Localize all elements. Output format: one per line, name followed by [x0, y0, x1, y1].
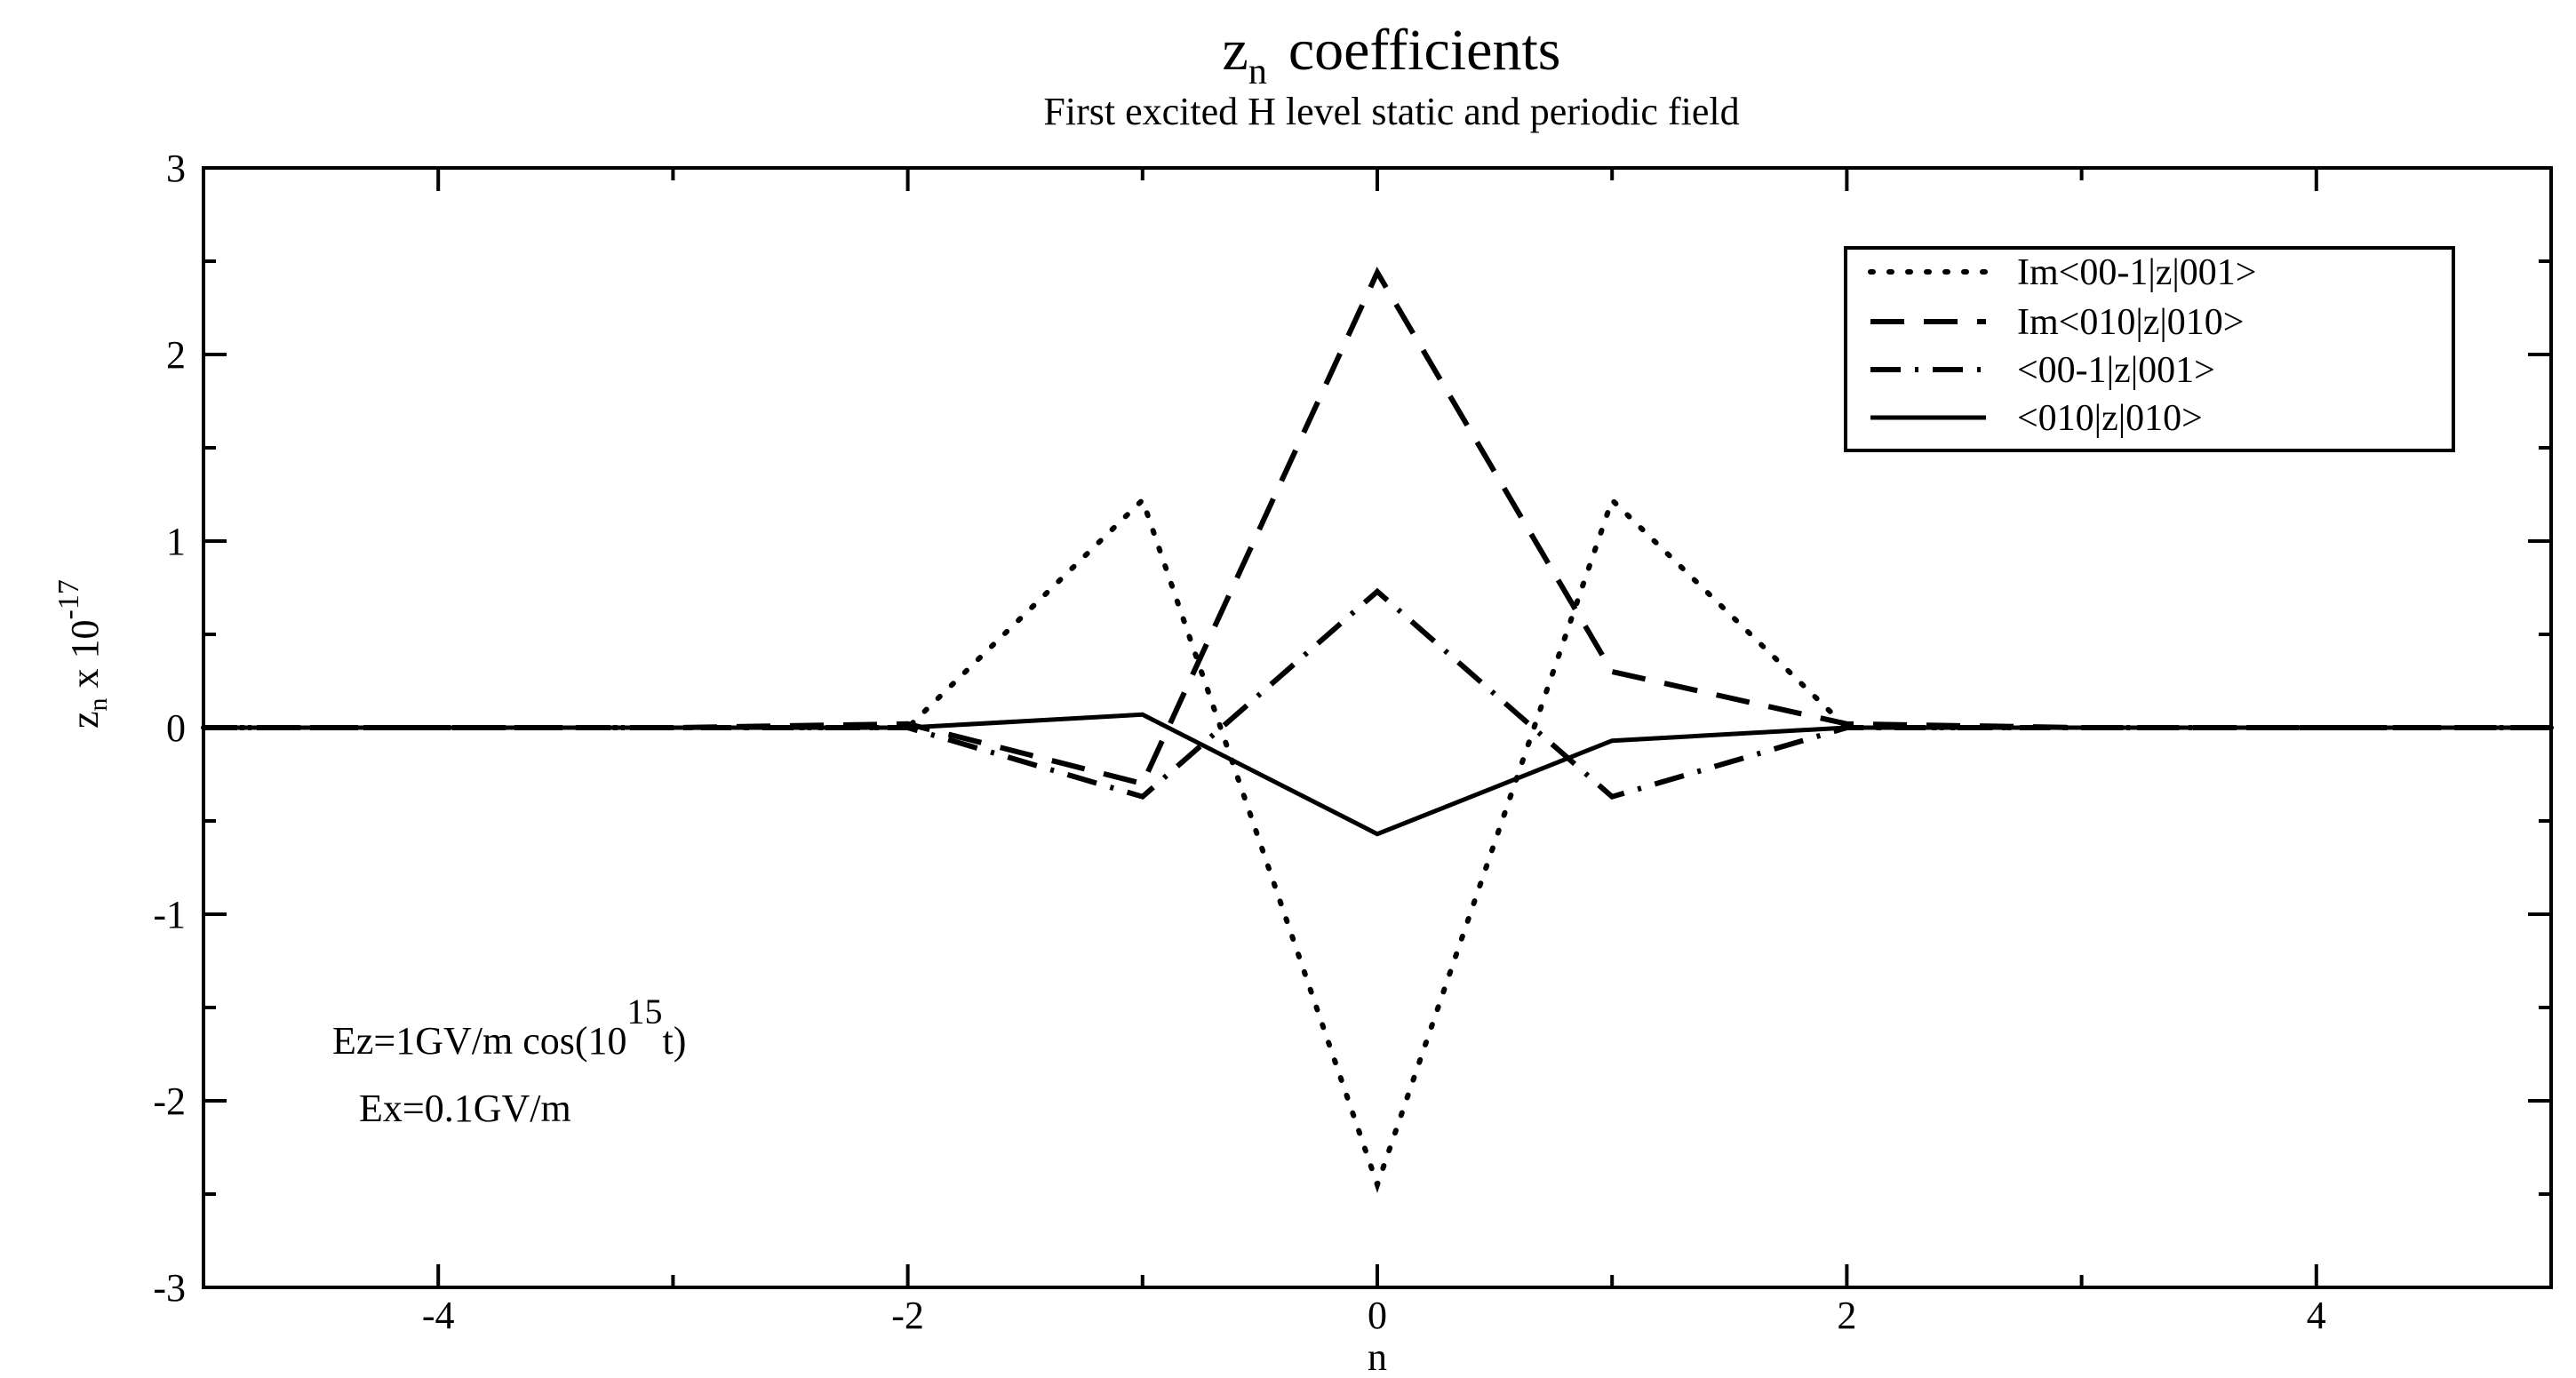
y-axis-label-sup: -17	[52, 579, 85, 619]
legend-label-3: <00-1|z|001>	[2017, 350, 2215, 391]
y-tick-label: 2	[166, 333, 186, 377]
y-axis-label-rest: x 10	[63, 619, 107, 697]
x-tick-label: 0	[1368, 1294, 1387, 1337]
annotation-ez: Ez=1GV/m cos(1015t)	[332, 992, 686, 1063]
y-tick-label: 3	[166, 147, 186, 190]
series-layer	[201, 267, 2554, 1193]
chart-title-base: z	[1223, 18, 1248, 83]
series-line-1	[201, 495, 2554, 1193]
x-tick-label: 2	[1837, 1294, 1856, 1337]
y-tick-label: 1	[166, 520, 186, 563]
y-axis-label: zn x 10-17	[52, 579, 113, 729]
y-tick-label: -3	[153, 1266, 186, 1310]
series-line-3	[203, 587, 2551, 801]
chart-title-rest: coefficients	[1288, 18, 1561, 83]
y-tick-label: 0	[166, 706, 186, 750]
y-axis-label-sub: n	[84, 697, 113, 711]
y-tick-label: -2	[153, 1079, 186, 1123]
x-tick-label: -2	[891, 1294, 924, 1337]
annotation-ez-post: t)	[663, 1019, 687, 1063]
legend-entries: Im<00-1|z|001> Im<010|z|010> <00-1|z|001> <…	[1868, 252, 2256, 439]
x-tick-label: -4	[422, 1294, 455, 1337]
ticks-layer: -4 -2 0 2 4 -3 -2 -1 0 1 2 3	[153, 147, 2553, 1337]
annotation-ex: Ex=0.1GV/m	[359, 1087, 571, 1130]
chart-title: zn coefficients	[1223, 18, 1561, 92]
annotation-ez-sup: 15	[627, 992, 663, 1032]
x-tick-label: 4	[2307, 1294, 2326, 1337]
y-tick-label: -1	[153, 893, 186, 936]
legend: Im<00-1|z|001> Im<010|z|010> <00-1|z|001> <…	[1844, 246, 2455, 452]
series-line-4	[203, 712, 2551, 837]
legend-label-1: Im<00-1|z|001>	[2017, 252, 2256, 293]
chart-title-sub: n	[1248, 52, 1267, 92]
chart-subtitle: First excited H level static and periodi…	[1043, 90, 1739, 133]
legend-label-4: <010|z|010>	[2017, 398, 2203, 439]
legend-label-2: Im<010|z|010>	[2017, 302, 2245, 343]
x-axis-label: n	[1368, 1335, 1387, 1378]
annotation-ez-pre: Ez=1GV/m cos(10	[332, 1019, 627, 1063]
y-axis-label-base: z	[63, 711, 107, 729]
